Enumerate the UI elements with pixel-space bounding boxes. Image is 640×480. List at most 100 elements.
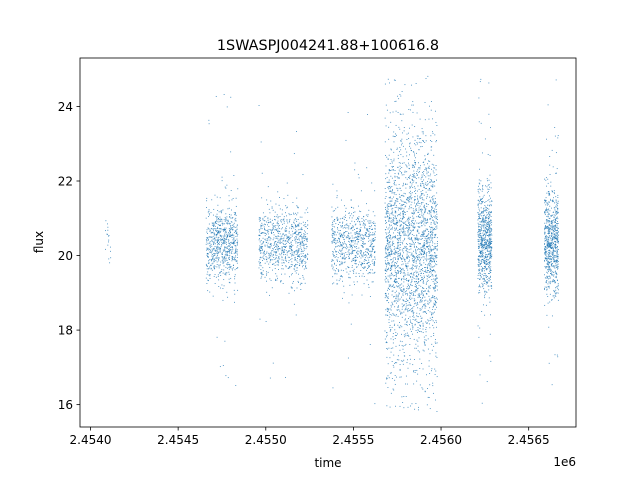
data-point (407, 232, 409, 234)
data-point (418, 322, 419, 324)
data-point (277, 260, 279, 262)
data-point (412, 164, 414, 166)
data-point (374, 251, 375, 253)
data-point (427, 319, 429, 321)
data-point (425, 191, 427, 193)
data-point (349, 249, 351, 251)
data-point (399, 267, 401, 269)
data-point (423, 282, 425, 284)
data-point (355, 246, 357, 247)
data-point (209, 230, 211, 232)
data-point (409, 127, 410, 129)
data-point (357, 173, 359, 175)
data-point (432, 195, 434, 197)
data-point (420, 297, 421, 298)
data-point (224, 260, 226, 262)
data-point (223, 242, 225, 244)
data-point (422, 328, 424, 330)
data-point (409, 273, 411, 275)
data-point (235, 247, 237, 249)
data-point (431, 343, 433, 345)
data-point (228, 268, 230, 270)
data-point (298, 251, 299, 253)
data-point (289, 245, 291, 247)
data-point (416, 231, 418, 233)
data-point (385, 263, 387, 265)
data-point (210, 260, 212, 262)
data-point (362, 241, 364, 243)
data-point (402, 215, 404, 217)
data-point (422, 181, 423, 183)
data-point (392, 207, 394, 209)
data-point (221, 269, 223, 271)
data-point (259, 235, 261, 237)
data-point (341, 234, 343, 236)
data-point (416, 174, 418, 176)
data-point (385, 309, 387, 311)
data-point (218, 231, 219, 233)
data-point (398, 98, 400, 100)
data-point (300, 223, 302, 225)
data-point (434, 286, 436, 288)
data-point (289, 265, 291, 267)
data-point (386, 311, 388, 312)
data-point (487, 153, 489, 155)
data-point (296, 221, 298, 222)
data-point (344, 257, 346, 259)
data-point (267, 233, 269, 235)
data-point (288, 237, 290, 239)
data-point (211, 222, 213, 224)
data-point (229, 216, 231, 218)
data-point (214, 249, 216, 251)
data-point (388, 347, 390, 349)
data-point (430, 180, 432, 182)
data-point (390, 200, 391, 202)
data-point (224, 246, 226, 248)
data-point (305, 261, 307, 263)
data-point (425, 283, 427, 285)
data-point (371, 182, 373, 184)
data-point (402, 291, 404, 292)
data-point (395, 124, 397, 126)
data-point (269, 246, 271, 248)
data-point (397, 157, 399, 159)
data-point (422, 162, 424, 163)
data-point (416, 237, 418, 239)
data-point (346, 245, 348, 247)
data-point (299, 216, 301, 218)
data-point (298, 234, 300, 236)
data-point (218, 279, 220, 281)
data-point (485, 234, 487, 236)
data-point (290, 286, 292, 288)
data-point (301, 236, 303, 238)
data-point (291, 274, 292, 276)
data-point (431, 274, 433, 276)
data-point (415, 286, 417, 288)
data-point (414, 143, 415, 145)
data-point (264, 244, 266, 246)
data-point (484, 275, 486, 276)
data-point (429, 266, 431, 268)
data-point (286, 215, 288, 217)
data-point (294, 266, 296, 268)
data-point (487, 180, 489, 182)
data-point (334, 262, 335, 264)
data-point (423, 336, 425, 338)
data-point (434, 287, 436, 289)
data-point (266, 244, 268, 246)
data-point (413, 291, 415, 293)
data-point (344, 241, 345, 243)
data-point (389, 406, 391, 408)
data-point (348, 226, 350, 228)
data-point (234, 245, 236, 247)
data-point (422, 322, 424, 324)
data-point (418, 254, 420, 256)
data-point (265, 224, 266, 226)
data-point (364, 258, 365, 260)
data-point (230, 227, 232, 229)
data-point (432, 306, 434, 308)
data-point (420, 275, 422, 277)
data-point (221, 239, 223, 241)
data-point (420, 137, 422, 139)
data-point (223, 265, 225, 267)
